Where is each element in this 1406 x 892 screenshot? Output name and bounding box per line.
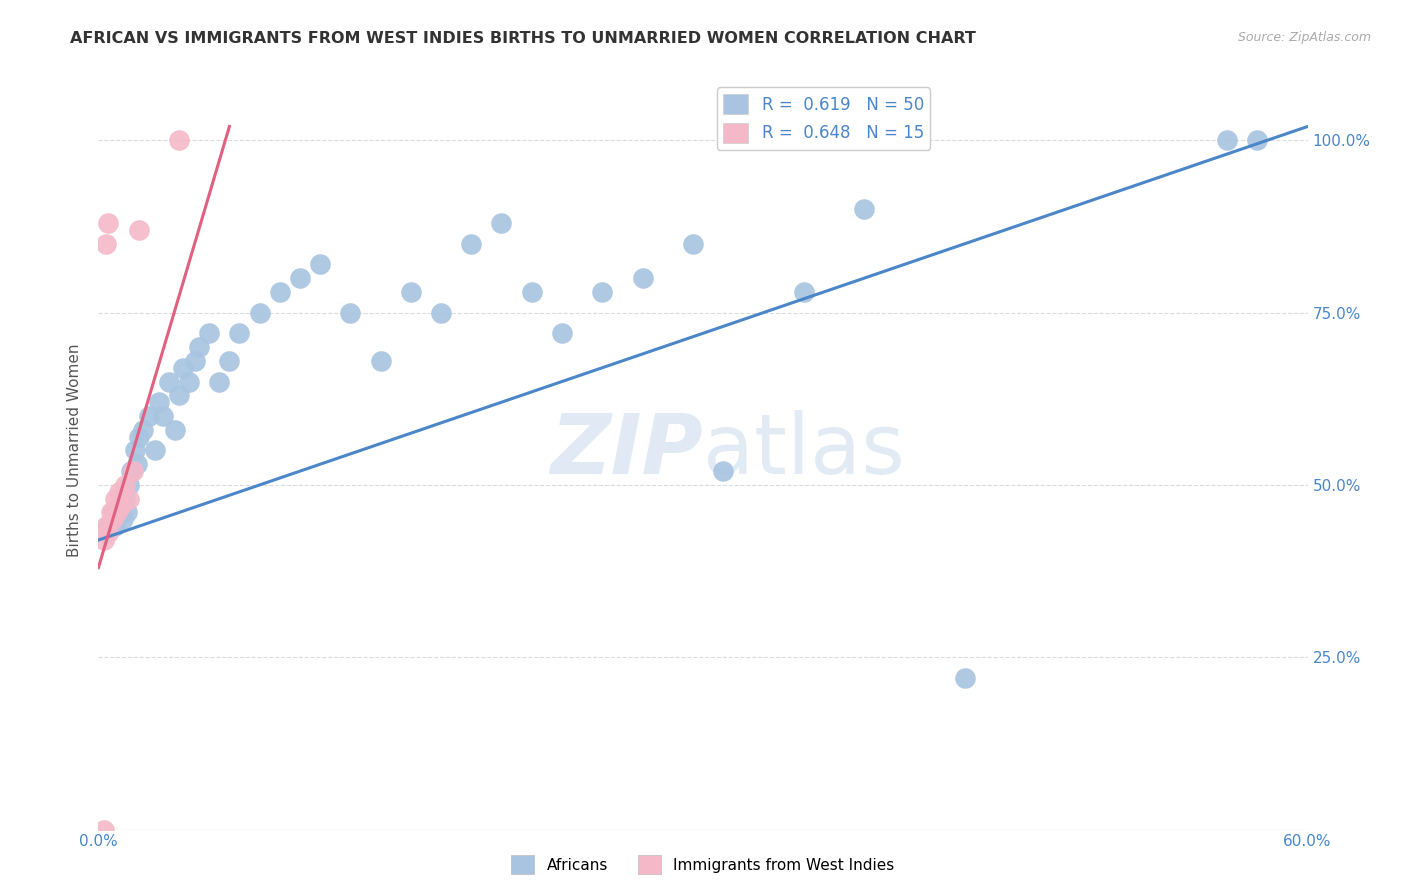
Point bbox=[128, 223, 150, 237]
Point bbox=[520, 285, 543, 299]
Text: Source: ZipAtlas.com: Source: ZipAtlas.com bbox=[1237, 31, 1371, 45]
Point bbox=[110, 506, 132, 520]
Point bbox=[218, 354, 240, 368]
Point bbox=[167, 388, 190, 402]
Point bbox=[125, 457, 148, 471]
Text: atlas: atlas bbox=[703, 410, 904, 491]
Point bbox=[111, 512, 134, 526]
Point bbox=[682, 236, 704, 251]
Point bbox=[118, 478, 141, 492]
Point bbox=[853, 202, 876, 217]
Point bbox=[198, 326, 221, 341]
Point bbox=[152, 409, 174, 423]
Point bbox=[188, 340, 211, 354]
Point bbox=[399, 285, 422, 299]
Point bbox=[128, 430, 150, 444]
Point bbox=[167, 133, 190, 147]
Point bbox=[97, 216, 120, 230]
Point bbox=[631, 271, 654, 285]
Point bbox=[105, 506, 128, 520]
Point bbox=[1246, 133, 1268, 147]
Text: ZIP: ZIP bbox=[550, 410, 703, 491]
Point bbox=[339, 305, 361, 319]
Point bbox=[491, 216, 513, 230]
Point bbox=[132, 423, 155, 437]
Point bbox=[107, 499, 129, 513]
Point bbox=[97, 526, 120, 541]
Point bbox=[143, 443, 166, 458]
Point bbox=[96, 236, 118, 251]
Point bbox=[115, 506, 138, 520]
Point bbox=[184, 354, 207, 368]
Y-axis label: Births to Unmarried Women: Births to Unmarried Women bbox=[67, 343, 83, 558]
Point bbox=[101, 512, 124, 526]
Point bbox=[100, 506, 122, 520]
Point bbox=[309, 257, 332, 271]
Legend: Africans, Immigrants from West Indies: Africans, Immigrants from West Indies bbox=[505, 849, 901, 880]
Point bbox=[163, 423, 186, 437]
Point bbox=[591, 285, 613, 299]
Point bbox=[110, 499, 132, 513]
Point bbox=[148, 395, 170, 409]
Point bbox=[793, 285, 815, 299]
Point bbox=[93, 822, 115, 837]
Point bbox=[460, 236, 482, 251]
Point bbox=[114, 478, 136, 492]
Point bbox=[288, 271, 311, 285]
Point bbox=[138, 409, 160, 423]
Point bbox=[370, 354, 392, 368]
Point bbox=[121, 464, 143, 478]
Point bbox=[269, 285, 291, 299]
Point bbox=[249, 305, 271, 319]
Point bbox=[97, 519, 120, 533]
Point bbox=[114, 491, 136, 506]
Point bbox=[118, 491, 141, 506]
Point bbox=[96, 519, 118, 533]
Point bbox=[124, 443, 146, 458]
Point bbox=[228, 326, 250, 341]
Point bbox=[711, 464, 734, 478]
Point bbox=[120, 464, 142, 478]
Point bbox=[430, 305, 453, 319]
Point bbox=[101, 506, 124, 520]
Point bbox=[103, 491, 125, 506]
Point bbox=[1216, 133, 1239, 147]
Point bbox=[93, 533, 115, 547]
Legend: R =  0.619   N = 50, R =  0.648   N = 15: R = 0.619 N = 50, R = 0.648 N = 15 bbox=[717, 87, 931, 150]
Point bbox=[551, 326, 574, 341]
Point bbox=[179, 375, 201, 389]
Text: AFRICAN VS IMMIGRANTS FROM WEST INDIES BIRTHS TO UNMARRIED WOMEN CORRELATION CHA: AFRICAN VS IMMIGRANTS FROM WEST INDIES B… bbox=[70, 31, 976, 46]
Point bbox=[103, 519, 125, 533]
Point bbox=[107, 484, 129, 499]
Point bbox=[953, 671, 976, 685]
Point bbox=[157, 375, 180, 389]
Point bbox=[172, 360, 194, 375]
Point bbox=[208, 375, 231, 389]
